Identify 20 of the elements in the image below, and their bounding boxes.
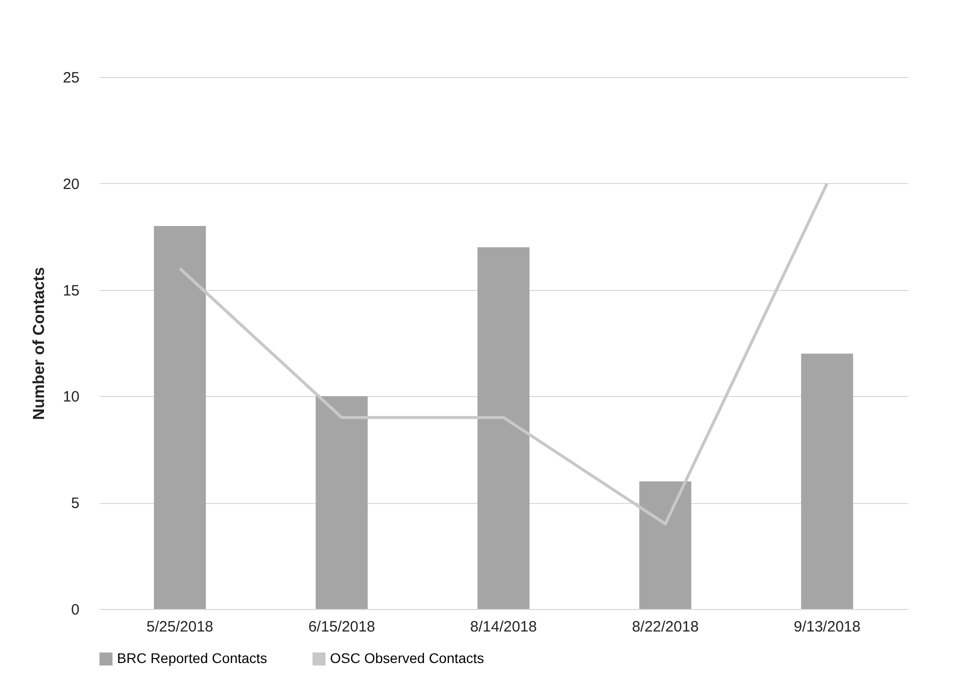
bar xyxy=(154,226,206,609)
bar xyxy=(478,247,530,609)
x-tick-label: 5/25/2018 xyxy=(146,618,214,636)
x-tick-label: 9/13/2018 xyxy=(794,618,860,636)
legend-label: BRC Reported Contacts xyxy=(117,650,268,666)
y-tick-label: 20 xyxy=(62,176,80,193)
y-tick-label: 10 xyxy=(62,388,80,406)
x-tick-label: 8/14/2018 xyxy=(470,618,537,636)
y-tick-label: 5 xyxy=(71,495,80,512)
legend-label: OSC Observed Contacts xyxy=(330,650,484,666)
y-axis-title: Number of Contacts xyxy=(30,266,48,420)
bar xyxy=(801,354,854,609)
bar xyxy=(639,481,692,609)
y-tick-label: 0 xyxy=(71,602,80,618)
bar xyxy=(316,396,368,609)
x-tick-label: 6/15/2018 xyxy=(308,618,376,636)
x-tick-label: 8/22/2018 xyxy=(632,618,699,636)
line-series xyxy=(178,182,829,526)
y-tick-label: 25 xyxy=(62,70,80,86)
y-tick-label: 15 xyxy=(62,282,80,300)
